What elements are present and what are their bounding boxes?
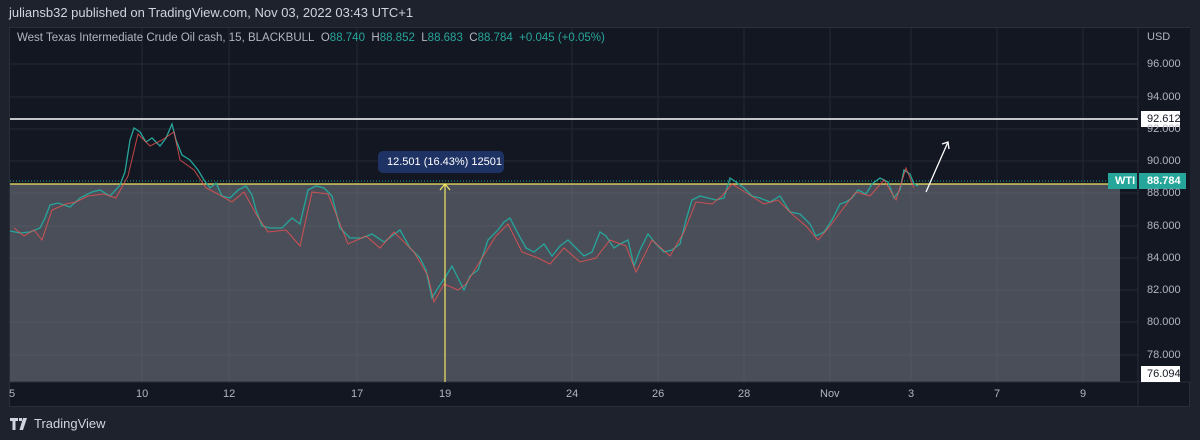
time-tick: 19	[439, 388, 452, 400]
resistance-tag-bg	[1141, 111, 1180, 127]
last-price-tag: 88.784	[1147, 175, 1181, 187]
tradingview-brand[interactable]: TradingView	[10, 416, 106, 431]
time-tick: 17	[351, 388, 364, 400]
time-tick: 3	[908, 388, 915, 400]
price-tick: 88.000	[1147, 187, 1181, 199]
price-tick: 92.000	[1147, 123, 1181, 135]
ohlc-legend: West Texas Intermediate Crude Oil cash, …	[17, 32, 605, 44]
time-tick: 5	[9, 388, 16, 400]
price-series-down-overlay	[13, 131, 915, 304]
time-tick: 26	[652, 388, 665, 400]
resistance-price-tag: 92.612	[1147, 113, 1181, 125]
last-price-tag-bg	[1139, 173, 1186, 189]
price-series-up	[9, 121, 919, 300]
brand-name: TradingView	[34, 416, 106, 431]
bottom-price-tag: 76.094	[1147, 368, 1181, 380]
measure-label: 12.501 (16.43%) 12501	[387, 156, 502, 168]
price-tick: 78.000	[1147, 349, 1181, 361]
time-tick: 12	[223, 388, 236, 400]
price-tick: 80.000	[1147, 316, 1181, 328]
change-value: +0.045 (+0.05%)	[519, 32, 605, 44]
symbol-tag-bg	[1108, 173, 1137, 189]
bottom-tag-bg	[1141, 366, 1180, 382]
measure-box	[10, 184, 1120, 382]
price-tick: 94.000	[1147, 91, 1181, 103]
close-value: 88.784	[477, 32, 513, 44]
time-tick: 24	[566, 388, 579, 400]
price-tick: 82.000	[1147, 284, 1181, 296]
symbol-name: West Texas Intermediate Crude Oil cash, …	[17, 32, 315, 44]
price-tick: 90.000	[1147, 155, 1181, 167]
time-tick: 9	[1080, 388, 1087, 400]
time-tick: Nov	[820, 388, 840, 400]
symbol-tag: WTI	[1115, 175, 1136, 187]
time-tick: 28	[738, 388, 751, 400]
high-value: 88.852	[379, 32, 415, 44]
time-tick: 10	[136, 388, 149, 400]
open-value: 88.740	[329, 32, 365, 44]
currency-label: USD	[1147, 31, 1171, 43]
price-tick: 84.000	[1147, 252, 1181, 264]
tradingview-logo-icon	[10, 417, 27, 430]
measure-label-box	[378, 151, 504, 173]
time-tick: 7	[994, 388, 1001, 400]
publish-header: juliansb32 published on TradingView.com,…	[9, 5, 414, 20]
price-tick: 86.000	[1147, 220, 1181, 232]
price-tick: 96.000	[1147, 58, 1181, 70]
low-value: 88.683	[427, 32, 463, 44]
projection-arrow	[925, 141, 949, 193]
